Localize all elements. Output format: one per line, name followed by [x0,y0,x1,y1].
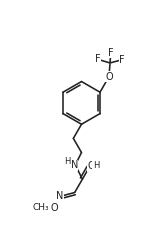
Text: CH₃: CH₃ [33,203,50,212]
Text: O: O [105,72,113,82]
Text: O: O [88,161,95,172]
Text: H: H [93,161,99,170]
Text: N: N [71,160,78,170]
Text: O: O [50,203,58,213]
Text: F: F [95,54,100,64]
Text: F: F [108,48,114,58]
Text: N: N [56,191,64,201]
Text: F: F [119,55,125,65]
Text: H: H [64,157,71,166]
